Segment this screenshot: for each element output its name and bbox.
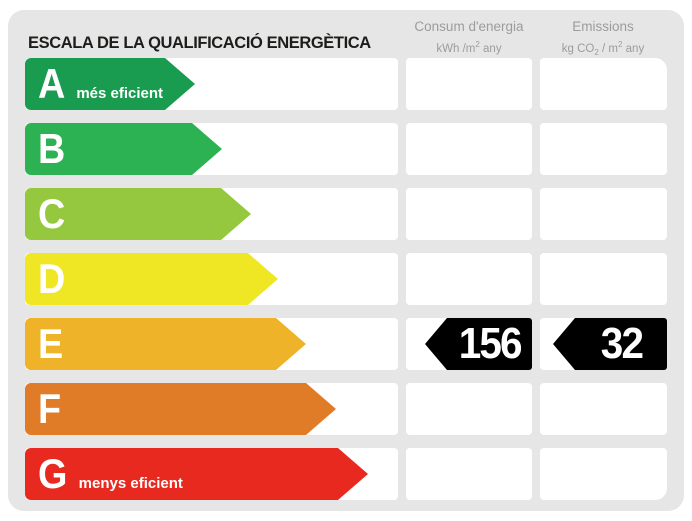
grade-arrow-b: B <box>25 123 222 175</box>
emissions-cell-f <box>540 383 667 435</box>
emissions-column-unit: kg CO2 / m2 any <box>561 40 645 58</box>
consum-cell-c <box>406 188 532 240</box>
grade-letter: D <box>38 255 65 302</box>
grade-arrow-a: A més eficient <box>25 58 195 110</box>
consum-cell-b <box>406 123 532 175</box>
scale-row-f: F <box>25 383 667 435</box>
consum-value: 156 <box>458 319 522 368</box>
emissions-cell-c <box>540 188 667 240</box>
grade-track-d: D <box>25 253 398 305</box>
column-header-consum: Consum d'energia kWh /m2 any <box>384 18 554 57</box>
emissions-cell-d <box>540 253 667 305</box>
consum-cell-e: 156 <box>406 318 532 370</box>
emissions-cell-b <box>540 123 667 175</box>
scale-row-g: G menys eficient <box>25 448 667 500</box>
grade-track-b: B <box>25 123 398 175</box>
emissions-cell-e: 32 <box>540 318 667 370</box>
grade-track-c: C <box>25 188 398 240</box>
grade-letter: A <box>38 60 65 107</box>
grade-track-e: E <box>25 318 398 370</box>
consum-cell-a <box>406 58 532 110</box>
grade-track-g: G menys eficient <box>25 448 398 500</box>
emissions-value-badge: 32 <box>553 318 667 370</box>
rating-scale: A més eficient B C <box>25 58 667 513</box>
scale-row-d: D <box>25 253 667 305</box>
consum-column-unit: kWh /m2 any <box>436 40 502 55</box>
grade-arrow-c: C <box>25 188 251 240</box>
consum-cell-d <box>406 253 532 305</box>
scale-row-b: B <box>25 123 667 175</box>
grade-arrow-e: E <box>25 318 306 370</box>
scale-row-a: A més eficient <box>25 58 667 110</box>
consum-column-label: Consum d'energia <box>414 19 524 34</box>
grade-letter: C <box>38 190 65 237</box>
emissions-cell-g <box>540 448 667 500</box>
scale-row-c: C <box>25 188 667 240</box>
emissions-cell-a <box>540 58 667 110</box>
grade-letter: F <box>38 385 61 432</box>
column-header-emissions: Emissions kg CO2 / m2 any <box>518 18 688 60</box>
grade-track-f: F <box>25 383 398 435</box>
emissions-column-label: Emissions <box>572 19 634 34</box>
grade-letter: G <box>38 450 67 497</box>
efficiency-label-most: més eficient <box>76 85 164 102</box>
grade-arrow-g: G menys eficient <box>25 448 368 500</box>
consum-value-badge: 156 <box>425 318 532 370</box>
consum-cell-f <box>406 383 532 435</box>
grade-arrow-d: D <box>25 253 278 305</box>
efficiency-label-least: menys eficient <box>78 475 183 492</box>
scale-row-e: E 156 32 <box>25 318 667 370</box>
grade-track-a: A més eficient <box>25 58 398 110</box>
grade-letter: B <box>38 125 65 172</box>
consum-cell-g <box>406 448 532 500</box>
grade-arrow-f: F <box>25 383 336 435</box>
emissions-value: 32 <box>600 319 643 368</box>
grade-letter: E <box>38 320 63 367</box>
energy-rating-panel: ESCALA DE LA QUALIFICACIÓ ENERGÈTICA Con… <box>8 10 684 511</box>
page-title: ESCALA DE LA QUALIFICACIÓ ENERGÈTICA <box>28 34 371 52</box>
